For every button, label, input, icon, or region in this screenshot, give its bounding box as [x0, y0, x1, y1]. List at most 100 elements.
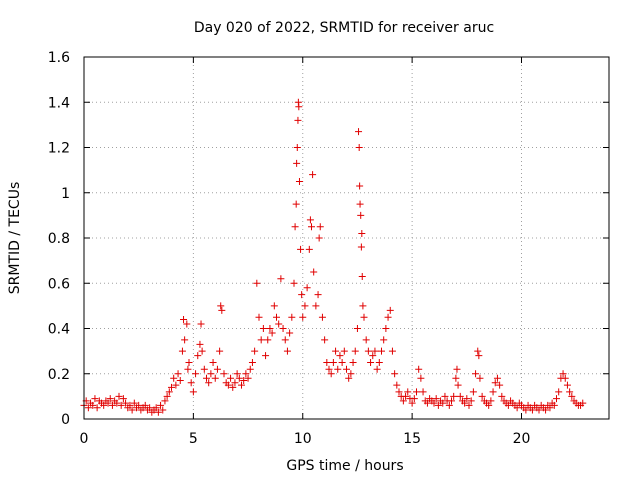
data-point	[277, 275, 285, 283]
data-point	[100, 401, 108, 409]
data-point	[253, 279, 261, 287]
data-point	[194, 352, 202, 360]
data-point	[170, 374, 178, 382]
data-point	[141, 401, 149, 409]
data-point	[391, 370, 399, 378]
data-point	[293, 159, 301, 167]
data-point	[200, 365, 208, 373]
data-point	[152, 404, 160, 412]
data-point	[306, 216, 314, 224]
data-point	[312, 302, 320, 310]
data-point	[336, 352, 344, 360]
data-point	[475, 352, 483, 360]
data-point	[207, 370, 215, 378]
data-point	[187, 379, 195, 387]
data-point	[334, 365, 342, 373]
axis-ticks	[83, 56, 609, 420]
y-tick-label: 0	[61, 412, 70, 428]
data-point	[393, 381, 401, 389]
data-point	[454, 381, 462, 389]
data-point	[332, 347, 340, 355]
data-point	[467, 397, 475, 405]
data-point	[91, 395, 99, 403]
data-point	[213, 365, 221, 373]
data-point	[196, 340, 204, 348]
data-point	[106, 395, 114, 403]
data-point	[461, 399, 469, 407]
data-point	[325, 365, 333, 373]
data-point	[445, 401, 453, 409]
data-point	[550, 401, 558, 409]
data-point	[168, 383, 175, 391]
data-point	[93, 404, 101, 412]
x-tick-label: 15	[403, 431, 421, 447]
data-point	[356, 200, 364, 208]
data-point	[108, 401, 116, 409]
data-point	[303, 284, 311, 292]
data-point	[441, 392, 449, 400]
data-point	[244, 374, 252, 382]
data-point	[309, 171, 317, 179]
data-point	[251, 347, 259, 355]
data-point	[135, 401, 143, 409]
data-point	[288, 313, 296, 321]
data-point	[184, 365, 192, 373]
data-point	[353, 325, 361, 332]
data-point	[375, 358, 383, 366]
data-point	[380, 336, 388, 344]
data-point	[415, 365, 423, 373]
data-point	[246, 365, 254, 373]
data-points	[80, 98, 587, 416]
data-point	[203, 374, 210, 382]
data-point	[211, 374, 219, 382]
data-point	[417, 374, 425, 382]
x-axis-label: GPS time / hours	[286, 458, 403, 474]
data-point	[555, 388, 563, 396]
y-tick-label: 0.2	[48, 367, 70, 383]
data-point	[402, 392, 410, 400]
data-point	[275, 320, 283, 328]
data-point	[404, 388, 412, 396]
data-point	[358, 272, 366, 280]
data-point	[126, 401, 134, 409]
data-point	[238, 381, 245, 389]
data-point	[84, 404, 92, 412]
data-point	[294, 116, 302, 124]
data-point	[349, 358, 357, 366]
data-point	[264, 336, 272, 344]
data-point	[154, 408, 162, 416]
data-point	[165, 388, 173, 396]
data-point	[456, 392, 464, 400]
data-point	[163, 392, 171, 400]
data-point	[205, 379, 213, 387]
grid-lines	[84, 57, 609, 419]
data-point	[286, 329, 294, 337]
data-point	[279, 325, 287, 332]
data-point	[327, 370, 335, 378]
data-point	[469, 388, 477, 396]
data-point	[357, 211, 365, 219]
data-point	[563, 381, 571, 389]
data-point	[308, 223, 315, 231]
data-point	[439, 399, 447, 407]
data-point	[174, 370, 182, 378]
data-point	[347, 370, 355, 378]
data-point	[463, 395, 471, 403]
data-point	[472, 370, 480, 378]
data-point	[430, 399, 438, 407]
data-point	[235, 374, 243, 382]
data-point	[364, 347, 372, 355]
data-point	[356, 182, 364, 190]
data-point	[172, 381, 180, 389]
data-point	[220, 370, 228, 378]
data-point	[535, 406, 543, 414]
data-point	[388, 347, 396, 355]
data-point	[305, 245, 313, 253]
data-point	[371, 347, 379, 355]
data-point	[378, 347, 385, 355]
data-point	[268, 329, 276, 337]
data-point	[419, 388, 427, 396]
data-point	[448, 397, 455, 405]
data-point	[218, 306, 226, 314]
